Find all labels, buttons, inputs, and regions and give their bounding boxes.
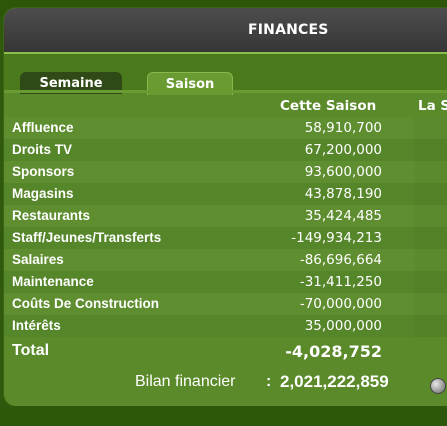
- table-row: Sponsors 93,600,000: [4, 161, 447, 183]
- table-header: Cette Saison La S: [4, 94, 447, 116]
- background-bottom: [0, 406, 447, 426]
- column-header-last-season: La S: [418, 98, 447, 114]
- tab-saison[interactable]: Saison: [147, 72, 233, 95]
- tab-underline: [4, 90, 447, 93]
- title-divider: [4, 52, 447, 54]
- row-label: Sponsors: [12, 164, 75, 179]
- balance-label: Bilan financier: [135, 373, 236, 390]
- row-label: Staff/Jeunes/Transferts: [12, 230, 162, 245]
- table-row: Maintenance -31,411,250: [4, 271, 447, 293]
- row-value: 43,878,190: [304, 186, 382, 202]
- row-last-season-cell: [414, 139, 447, 161]
- row-last-season-cell: [414, 315, 447, 337]
- row-label: Droits TV: [12, 142, 73, 157]
- row-value: -86,696,664: [299, 252, 382, 268]
- row-value: -31,411,250: [299, 274, 382, 290]
- row-value: 93,600,000: [304, 164, 382, 180]
- row-value: 58,910,700: [304, 120, 382, 136]
- row-last-season-cell: [414, 293, 447, 315]
- table-row: Affluence 58,910,700: [4, 117, 447, 139]
- finances-panel: FINANCES Semaine Saison Cette Saison La …: [4, 8, 447, 406]
- row-label: Affluence: [12, 120, 74, 135]
- tab-bar: Semaine Saison: [4, 54, 447, 95]
- balance-separator: :: [266, 373, 272, 390]
- row-last-season-cell: [414, 205, 447, 227]
- column-header-current-season: Cette Saison: [280, 98, 377, 114]
- finance-table: Affluence 58,910,700 Droits TV 67,200,00…: [4, 117, 447, 337]
- row-last-season-cell: [414, 227, 447, 249]
- table-row: Salaires -86,696,664: [4, 249, 447, 271]
- coin-icon[interactable]: [430, 378, 446, 394]
- row-label: Restaurants: [12, 208, 91, 223]
- row-value: 35,000,000: [304, 318, 382, 334]
- table-row: Magasins 43,878,190: [4, 183, 447, 205]
- total-label: Total: [12, 342, 50, 359]
- balance-value: 2,021,222,859: [280, 372, 389, 391]
- row-label: Salaires: [12, 252, 64, 267]
- row-label: Maintenance: [12, 274, 94, 289]
- table-row: Coûts De Construction -70,000,000: [4, 293, 447, 315]
- row-last-season-cell: [414, 161, 447, 183]
- table-row: Staff/Jeunes/Transferts -149,934,213: [4, 227, 447, 249]
- row-value: 67,200,000: [304, 142, 382, 158]
- table-row: Restaurants 35,424,485: [4, 205, 447, 227]
- row-last-season-cell: [414, 271, 447, 293]
- row-value: 35,424,485: [304, 208, 382, 224]
- table-row: Droits TV 67,200,000: [4, 139, 447, 161]
- row-value: -70,000,000: [299, 296, 382, 312]
- total-row: Total -4,028,752: [4, 340, 447, 366]
- row-value: -149,934,213: [291, 230, 382, 246]
- row-label: Magasins: [12, 186, 74, 201]
- title-bar: FINANCES: [4, 8, 447, 52]
- row-last-season-cell: [414, 183, 447, 205]
- total-value: -4,028,752: [285, 342, 382, 361]
- row-label: Intérêts: [12, 318, 61, 333]
- balance-row: Bilan financier : 2,021,222,859: [4, 370, 447, 400]
- row-last-season-cell: [414, 117, 447, 139]
- panel-title: FINANCES: [248, 22, 329, 38]
- tab-semaine[interactable]: Semaine: [20, 72, 122, 94]
- row-last-season-cell: [414, 249, 447, 271]
- table-row: Intérêts 35,000,000: [4, 315, 447, 337]
- row-label: Coûts De Construction: [12, 296, 159, 311]
